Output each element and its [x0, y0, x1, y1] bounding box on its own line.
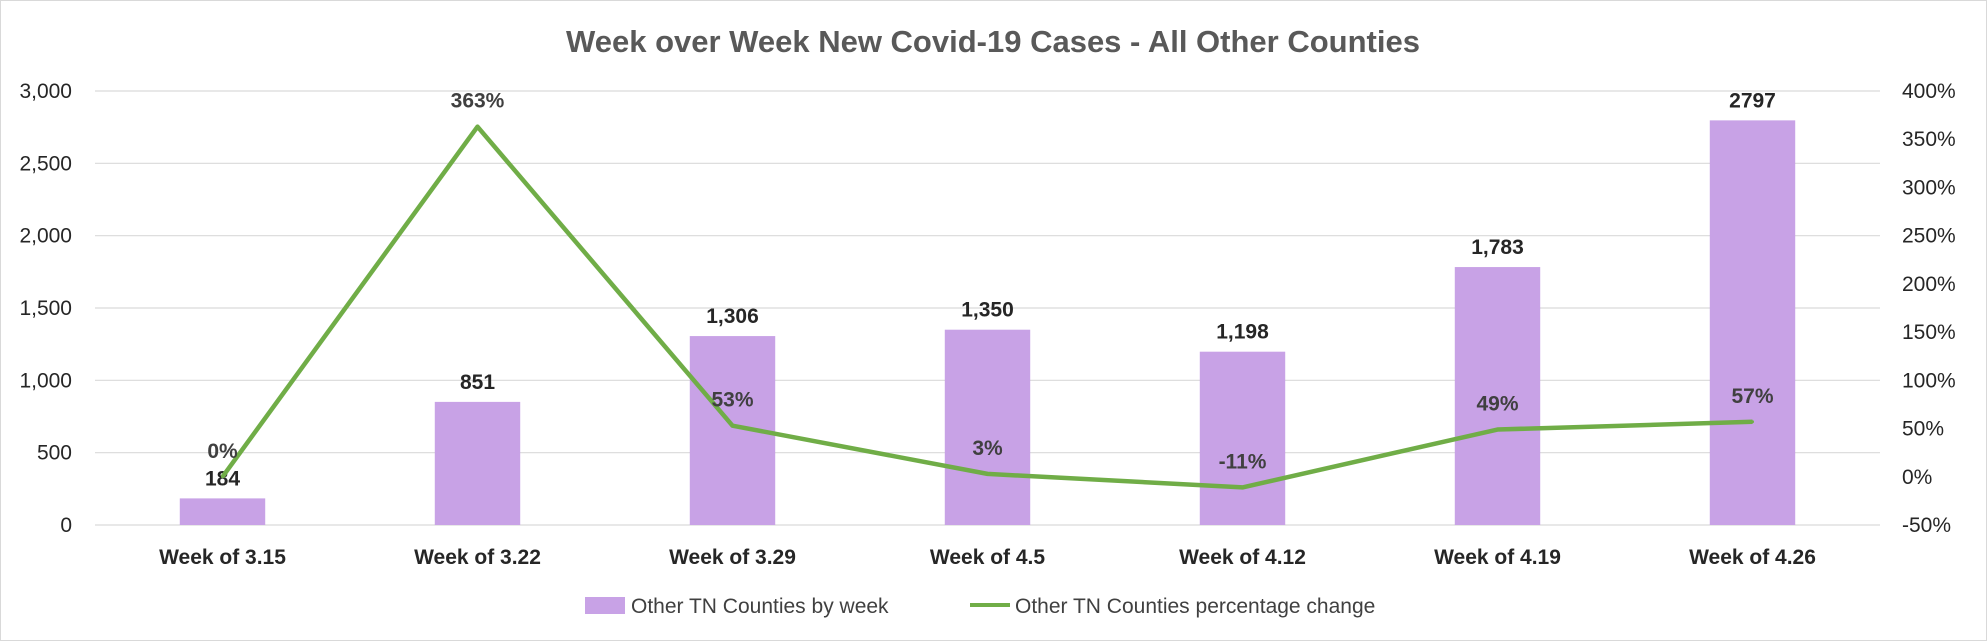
line-point: [986, 472, 989, 476]
x-axis-category-label: Week of 4.5: [930, 546, 1045, 569]
bar-data-label: 1,306: [706, 305, 759, 328]
bar-data-label: 1,783: [1471, 236, 1524, 259]
line-data-label: -11%: [1219, 450, 1267, 473]
y-right-tick-label: 350%: [1902, 128, 1956, 151]
y-right-tick-label: 300%: [1902, 176, 1956, 199]
bar-data-label: 851: [460, 371, 495, 394]
y-right-tick-label: 100%: [1902, 369, 1956, 392]
line-point: [1751, 420, 1754, 424]
legend-label-bars: Other TN Counties by week: [631, 595, 889, 618]
gridlines: [95, 90, 1880, 526]
x-axis: Week of 3.15 Week of 3.22 Week of 3.29 Week…: [159, 546, 1816, 569]
y-right-tick-label: 400%: [1902, 80, 1956, 103]
legend: Other TN Counties by week Other TN Count…: [585, 595, 1375, 618]
line-data-label: 363%: [451, 90, 505, 113]
legend-swatch-bars: [585, 597, 625, 614]
y-left-tick-label: 1,500: [19, 297, 72, 320]
y-left-tick-label: 2,000: [19, 225, 72, 248]
y-right-tick-label: 200%: [1902, 273, 1956, 296]
bar-data-label: 1,198: [1216, 321, 1269, 344]
line-data-label: 49%: [1476, 393, 1518, 416]
y-axis-right: -50% 0% 50% 100% 150% 200% 250% 300% 350% 400%: [1902, 80, 1956, 537]
x-axis-category-label: Week of 3.22: [414, 546, 541, 569]
bar-data-label: 184: [205, 467, 240, 490]
bar: [1709, 120, 1796, 525]
y-left-tick-label: 500: [37, 442, 72, 465]
y-right-tick-label: 250%: [1902, 225, 1956, 248]
line-data-labels: 0% 363% 53% 3% -11% 49% 57%: [207, 90, 1774, 474]
line-point: [476, 125, 479, 129]
x-axis-category-label: Week of 4.12: [1179, 546, 1306, 569]
bar: [1199, 351, 1286, 525]
line-data-label: 53%: [711, 389, 753, 412]
bar-data-labels: 184 851 1,306 1,350 1,198 1,783 2797: [205, 89, 1776, 490]
y-right-tick-label: 150%: [1902, 321, 1956, 344]
y-right-tick-label: 50%: [1902, 418, 1944, 441]
bar-series: [179, 120, 1796, 525]
line-point: [731, 424, 734, 428]
line-point: [1496, 428, 1499, 432]
line-data-label: 57%: [1731, 385, 1773, 408]
bar-data-label: 1,350: [961, 299, 1014, 322]
y-left-tick-label: 2,500: [19, 152, 72, 175]
y-axis-left: 0 500 1,000 1,500 2,000 2,500 3,000: [19, 80, 72, 537]
bar: [179, 498, 266, 525]
y-left-tick-label: 0: [60, 514, 72, 537]
x-axis-category-label: Week of 3.29: [669, 546, 796, 569]
line-point: [1241, 485, 1244, 489]
bar: [1454, 267, 1541, 525]
y-right-tick-label: -50%: [1902, 514, 1951, 537]
legend-label-line: Other TN Counties percentage change: [1015, 595, 1375, 618]
y-left-tick-label: 3,000: [19, 80, 72, 103]
bar: [434, 401, 521, 525]
bar-data-label: 2797: [1729, 89, 1776, 112]
x-axis-category-label: Week of 3.15: [159, 546, 286, 569]
line-data-label: 0%: [207, 440, 238, 463]
x-axis-category-label: Week of 4.26: [1689, 546, 1816, 569]
line-point: [221, 475, 224, 479]
bar: [944, 329, 1031, 525]
line-series: [220, 124, 1754, 490]
y-left-tick-label: 1,000: [19, 369, 72, 392]
x-axis-category-label: Week of 4.19: [1434, 546, 1561, 569]
chart-title: Week over Week New Covid-19 Cases - All …: [566, 24, 1420, 59]
line-data-label: 3%: [972, 437, 1003, 460]
y-right-tick-label: 0%: [1902, 466, 1932, 489]
